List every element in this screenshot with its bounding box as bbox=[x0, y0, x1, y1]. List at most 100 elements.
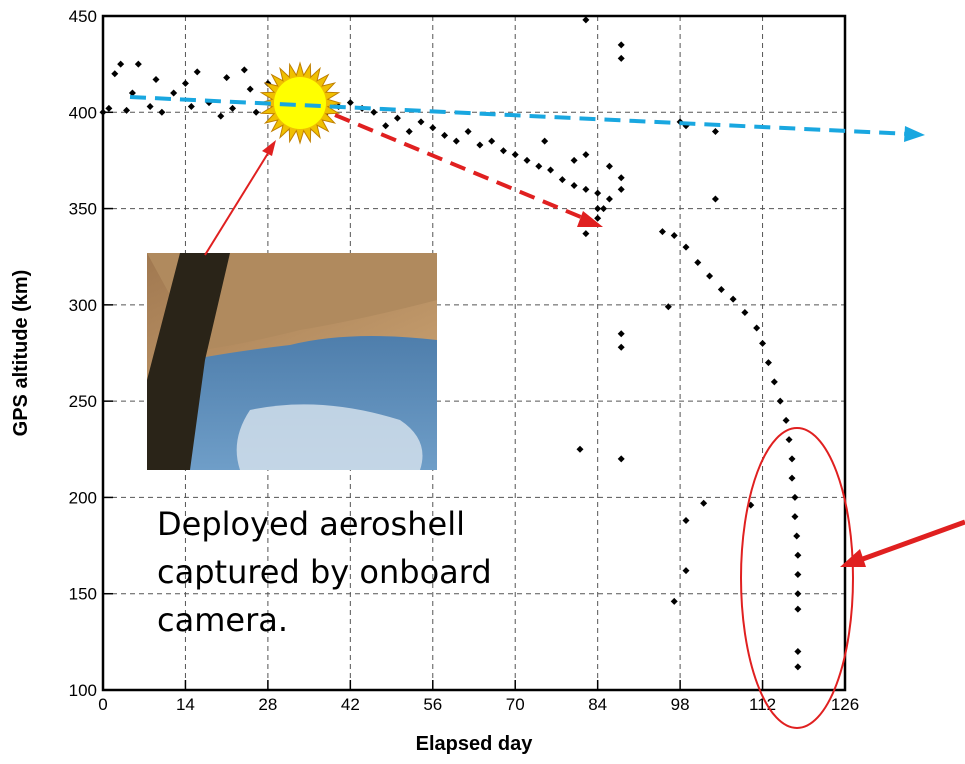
data-point bbox=[247, 86, 254, 93]
data-point bbox=[665, 303, 672, 310]
data-point bbox=[476, 142, 483, 149]
data-point bbox=[700, 500, 707, 507]
data-point bbox=[347, 99, 354, 106]
data-point bbox=[606, 163, 613, 170]
data-point bbox=[217, 113, 224, 120]
data-point bbox=[170, 90, 177, 97]
data-point bbox=[465, 128, 472, 135]
data-point bbox=[794, 590, 801, 597]
data-point bbox=[789, 455, 796, 462]
data-point bbox=[229, 105, 236, 112]
data-point bbox=[618, 186, 625, 193]
data-point bbox=[618, 41, 625, 48]
data-point bbox=[794, 663, 801, 670]
data-point bbox=[441, 132, 448, 139]
data-point bbox=[659, 228, 666, 235]
data-point bbox=[117, 61, 124, 68]
data-point bbox=[712, 195, 719, 202]
x-axis-label: Elapsed day bbox=[416, 733, 534, 755]
data-point bbox=[253, 109, 260, 116]
data-point bbox=[582, 151, 589, 158]
data-point bbox=[582, 230, 589, 237]
data-point bbox=[571, 157, 578, 164]
data-point bbox=[683, 244, 690, 251]
x-tick-label: 70 bbox=[506, 695, 525, 714]
y-tick-label: 150 bbox=[69, 585, 97, 604]
annotation: camera. bbox=[157, 601, 288, 639]
data-point bbox=[223, 74, 230, 81]
data-point bbox=[712, 128, 719, 135]
data-point bbox=[683, 567, 690, 574]
data-point bbox=[524, 157, 531, 164]
data-point bbox=[794, 606, 801, 613]
x-tick-label: 42 bbox=[341, 695, 360, 714]
data-point bbox=[594, 190, 601, 197]
data-point bbox=[582, 16, 589, 23]
data-point bbox=[541, 138, 548, 145]
x-tick-label: 56 bbox=[423, 695, 442, 714]
data-point bbox=[783, 417, 790, 424]
data-point bbox=[730, 296, 737, 303]
data-point bbox=[753, 324, 760, 331]
data-point bbox=[594, 215, 601, 222]
data-point bbox=[382, 122, 389, 129]
data-point bbox=[135, 61, 142, 68]
data-point bbox=[500, 147, 507, 154]
x-tick-label: 126 bbox=[831, 695, 859, 714]
y-axis-label: GPS altitude (km) bbox=[10, 270, 32, 437]
data-point bbox=[618, 330, 625, 337]
data-point bbox=[618, 344, 625, 351]
data-point bbox=[618, 55, 625, 62]
data-point bbox=[582, 186, 589, 193]
data-point bbox=[194, 68, 201, 75]
data-point bbox=[794, 552, 801, 559]
data-point bbox=[606, 195, 613, 202]
data-point bbox=[418, 118, 425, 125]
y-tick-label: 200 bbox=[69, 488, 97, 507]
data-point bbox=[453, 138, 460, 145]
annotation: captured by onboard bbox=[157, 553, 492, 591]
data-point bbox=[618, 174, 625, 181]
data-point bbox=[158, 109, 165, 116]
data-point bbox=[594, 205, 601, 212]
data-point bbox=[429, 124, 436, 131]
x-tick-label: 84 bbox=[588, 695, 607, 714]
arrow-head bbox=[904, 126, 925, 142]
photo bbox=[147, 253, 437, 470]
x-tick-label: 28 bbox=[258, 695, 277, 714]
data-point bbox=[559, 176, 566, 183]
data-point bbox=[182, 80, 189, 87]
y-tick-label: 250 bbox=[69, 392, 97, 411]
x-tick-label: 0 bbox=[98, 695, 107, 714]
data-point bbox=[683, 517, 690, 524]
data-point bbox=[547, 167, 554, 174]
data-point bbox=[535, 163, 542, 170]
data-point bbox=[571, 182, 578, 189]
data-point bbox=[706, 272, 713, 279]
data-point bbox=[241, 66, 248, 73]
pointer-arrow bbox=[860, 522, 965, 560]
data-point bbox=[793, 532, 800, 539]
data-point bbox=[794, 648, 801, 655]
chart: 0142842567084981121261001502002503003504… bbox=[0, 0, 965, 764]
data-point bbox=[759, 340, 766, 347]
arrow-head bbox=[262, 140, 276, 156]
data-point bbox=[765, 359, 772, 366]
y-tick-label: 100 bbox=[69, 681, 97, 700]
data-point bbox=[153, 76, 160, 83]
data-point bbox=[577, 446, 584, 453]
annotation: Deployed aeroshell bbox=[157, 505, 465, 543]
data-point bbox=[188, 103, 195, 110]
data-point bbox=[791, 513, 798, 520]
data-point bbox=[718, 286, 725, 293]
data-point bbox=[618, 455, 625, 462]
x-tick-label: 98 bbox=[671, 695, 690, 714]
data-point bbox=[105, 105, 112, 112]
data-point bbox=[671, 598, 678, 605]
sun bbox=[260, 63, 340, 143]
data-point bbox=[694, 259, 701, 266]
data-point bbox=[512, 151, 519, 158]
highlight-ellipse bbox=[741, 428, 853, 728]
y-tick-label: 350 bbox=[69, 200, 97, 219]
data-point bbox=[406, 128, 413, 135]
